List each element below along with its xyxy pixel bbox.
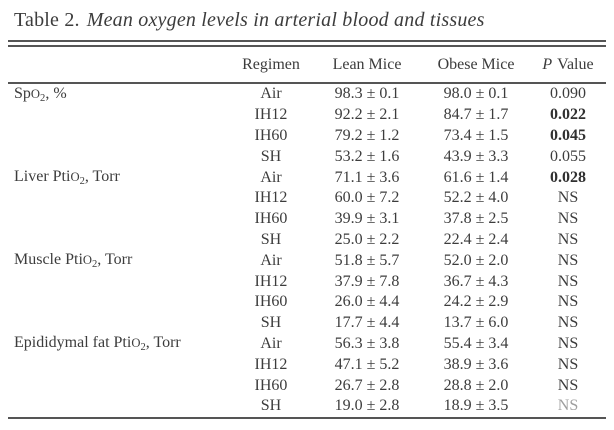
obese-cell: 55.4 ± 3.4 <box>443 334 509 352</box>
p-cell: 0.045 <box>550 126 586 144</box>
p-cell: 0.022 <box>550 106 586 124</box>
header-p-rest: Value <box>557 55 594 73</box>
p-cell: NS <box>557 397 579 415</box>
obese-cell: 28.8 ± 2.0 <box>443 376 509 394</box>
table-row: SH 19.0 ± 2.8 18.9 ± 3.5 NS <box>8 396 606 418</box>
param-epididymal-fat-ptio2: Epididymal fat PtiO2, Torr <box>14 334 181 354</box>
obese-cell: 98.0 ± 0.1 <box>443 85 509 103</box>
lean-cell: 56.3 ± 3.8 <box>334 334 400 352</box>
header-parameter <box>8 47 230 84</box>
obese-cell: 61.6 ± 1.4 <box>443 168 509 186</box>
lean-cell: 37.9 ± 7.8 <box>334 272 400 290</box>
regimen-cell: IH12 <box>254 106 288 124</box>
regimen-cell: IH12 <box>254 355 288 373</box>
lean-cell: 25.0 ± 2.2 <box>334 230 400 248</box>
table-title-label: Table 2. <box>14 9 80 31</box>
table-row: IH60 26.0 ± 4.4 24.2 ± 2.9 NS <box>8 292 606 313</box>
lean-cell: 19.0 ± 2.8 <box>334 397 400 415</box>
table-row: SH 25.0 ± 2.2 22.4 ± 2.4 NS <box>8 230 606 251</box>
regimen-cell: IH12 <box>254 189 288 207</box>
table-row: Epididymal fat PtiO2, Torr Air 56.3 ± 3.… <box>8 334 606 355</box>
lean-cell: 17.7 ± 4.4 <box>334 314 400 332</box>
lean-cell: 71.1 ± 3.6 <box>334 168 400 186</box>
header-regimen: Regimen <box>230 47 312 84</box>
table-row: Liver PtiO2, Torr Air 71.1 ± 3.6 61.6 ± … <box>8 167 606 188</box>
table-row: IH12 37.9 ± 7.8 36.7 ± 4.3 NS <box>8 271 606 292</box>
regimen-cell: Air <box>260 85 282 103</box>
header-p-italic: P <box>542 55 553 73</box>
regimen-cell: IH60 <box>254 293 288 311</box>
header-lean-mice: Lean Mice <box>312 47 422 84</box>
oxygen-levels-table: Regimen Lean Mice Obese Mice P Value SpO2… <box>8 47 606 419</box>
lean-cell: 60.0 ± 7.2 <box>334 189 400 207</box>
table-row: IH12 47.1 ± 5.2 38.9 ± 3.6 NS <box>8 354 606 375</box>
table-row: IH60 26.7 ± 2.8 28.8 ± 2.0 NS <box>8 375 606 396</box>
p-cell: 0.028 <box>550 168 586 186</box>
table-row: SpO2, % Air 98.3 ± 0.1 98.0 ± 0.1 0.090 <box>8 83 606 105</box>
regimen-cell: SH <box>260 230 282 248</box>
regimen-cell: IH60 <box>254 210 288 228</box>
obese-cell: 24.2 ± 2.9 <box>443 293 509 311</box>
lean-cell: 26.0 ± 4.4 <box>334 293 400 311</box>
header-p-value: P Value <box>530 47 606 84</box>
lean-cell: 92.2 ± 2.1 <box>334 106 400 124</box>
p-cell: NS <box>557 314 579 332</box>
lean-cell: 39.9 ± 3.1 <box>334 210 400 228</box>
table-row: SH 53.2 ± 1.6 43.9 ± 3.3 0.055 <box>8 146 606 167</box>
table-header-row: Regimen Lean Mice Obese Mice P Value <box>8 47 606 84</box>
p-cell: NS <box>557 251 579 269</box>
obese-cell: 43.9 ± 3.3 <box>443 147 509 165</box>
obese-cell: 37.8 ± 2.5 <box>443 210 509 228</box>
obese-cell: 84.7 ± 1.7 <box>443 106 509 124</box>
obese-cell: 22.4 ± 2.4 <box>443 230 509 248</box>
p-cell: NS <box>557 334 579 352</box>
p-cell: 0.090 <box>550 85 586 103</box>
obese-cell: 18.9 ± 3.5 <box>443 397 509 415</box>
table-row: IH60 79.2 ± 1.2 73.4 ± 1.5 0.045 <box>8 126 606 147</box>
regimen-cell: IH12 <box>254 272 288 290</box>
p-cell: NS <box>557 272 579 290</box>
lean-cell: 26.7 ± 2.8 <box>334 376 400 394</box>
regimen-cell: SH <box>260 314 282 332</box>
regimen-cell: IH60 <box>254 376 288 394</box>
p-cell: NS <box>557 210 579 228</box>
lean-cell: 98.3 ± 0.1 <box>334 85 400 103</box>
regimen-cell: Air <box>260 334 282 352</box>
obese-cell: 13.7 ± 6.0 <box>443 314 509 332</box>
param-muscle-ptio2: Muscle PtiO2, Torr <box>14 251 133 271</box>
regimen-cell: Air <box>260 251 282 269</box>
obese-cell: 52.2 ± 4.0 <box>443 189 509 207</box>
p-cell: NS <box>557 293 579 311</box>
obese-cell: 38.9 ± 3.6 <box>443 355 509 373</box>
p-cell: NS <box>557 189 579 207</box>
obese-cell: 36.7 ± 4.3 <box>443 272 509 290</box>
table-title-caption: Mean oxygen levels in arterial blood and… <box>86 9 485 31</box>
lean-cell: 53.2 ± 1.6 <box>334 147 400 165</box>
table-row: IH12 60.0 ± 7.2 52.2 ± 4.0 NS <box>8 188 606 209</box>
table-row: Muscle PtiO2, Torr Air 51.8 ± 5.7 52.0 ±… <box>8 250 606 271</box>
regimen-cell: IH60 <box>254 126 288 144</box>
regimen-cell: SH <box>260 397 282 415</box>
obese-cell: 73.4 ± 1.5 <box>443 126 509 144</box>
double-rule <box>8 40 606 47</box>
p-cell: 0.055 <box>550 147 586 165</box>
table-row: SH 17.7 ± 4.4 13.7 ± 6.0 NS <box>8 313 606 334</box>
header-obese-mice: Obese Mice <box>422 47 530 84</box>
lean-cell: 79.2 ± 1.2 <box>334 126 400 144</box>
p-cell: NS <box>557 376 579 394</box>
regimen-cell: Air <box>260 168 282 186</box>
lean-cell: 47.1 ± 5.2 <box>334 355 400 373</box>
table-row: IH60 39.9 ± 3.1 37.8 ± 2.5 NS <box>8 209 606 230</box>
regimen-cell: SH <box>260 147 282 165</box>
p-cell: NS <box>557 230 579 248</box>
table-row: IH12 92.2 ± 2.1 84.7 ± 1.7 0.022 <box>8 105 606 126</box>
p-cell: NS <box>557 355 579 373</box>
obese-cell: 52.0 ± 2.0 <box>443 251 509 269</box>
param-liver-ptio2: Liver PtiO2, Torr <box>14 168 120 188</box>
table-title: Table 2. Mean oxygen levels in arterial b… <box>14 9 606 32</box>
lean-cell: 51.8 ± 5.7 <box>334 251 400 269</box>
param-spo2: SpO2, % <box>14 84 67 104</box>
